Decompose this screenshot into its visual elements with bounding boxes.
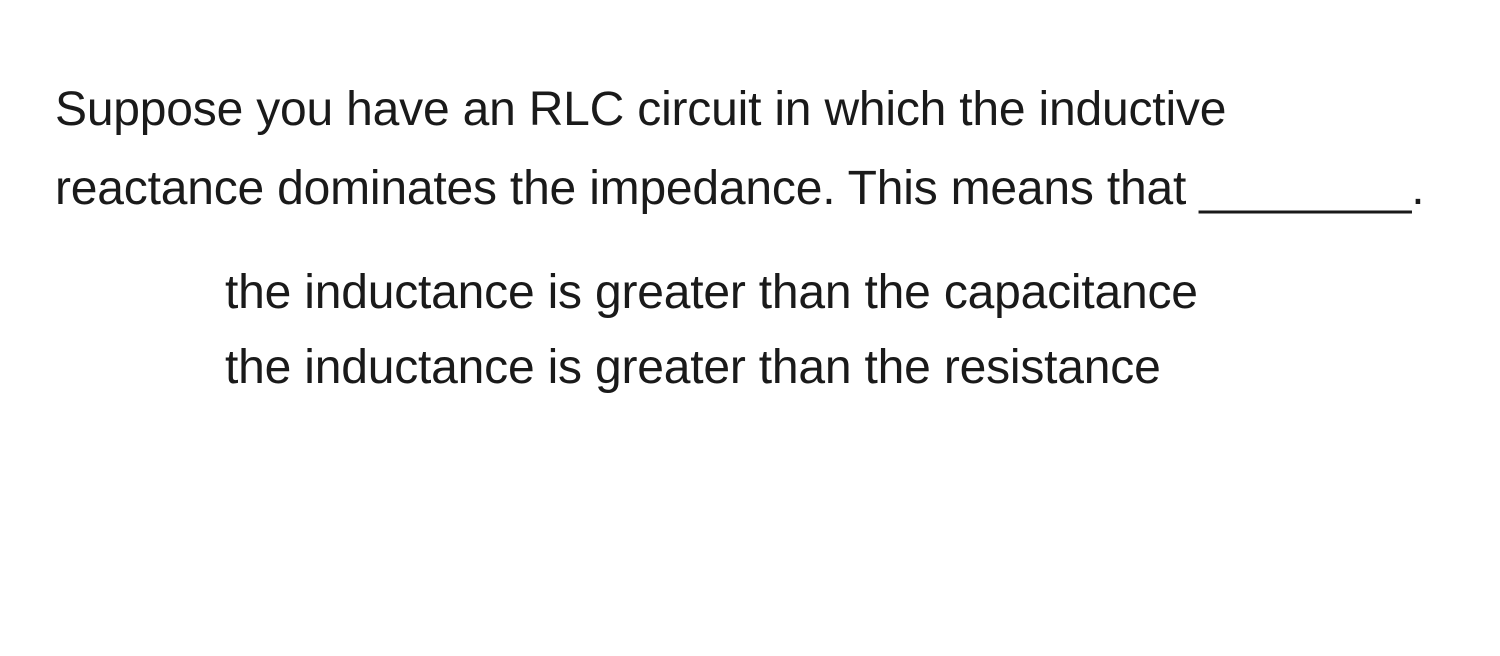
- option-item: the inductance is greater than the resis…: [225, 331, 1445, 405]
- question-stem: Suppose you have an RLC circuit in which…: [55, 70, 1445, 228]
- options-list: the inductance is greater than the capac…: [55, 256, 1445, 405]
- option-item: the inductance is greater than the capac…: [225, 256, 1445, 330]
